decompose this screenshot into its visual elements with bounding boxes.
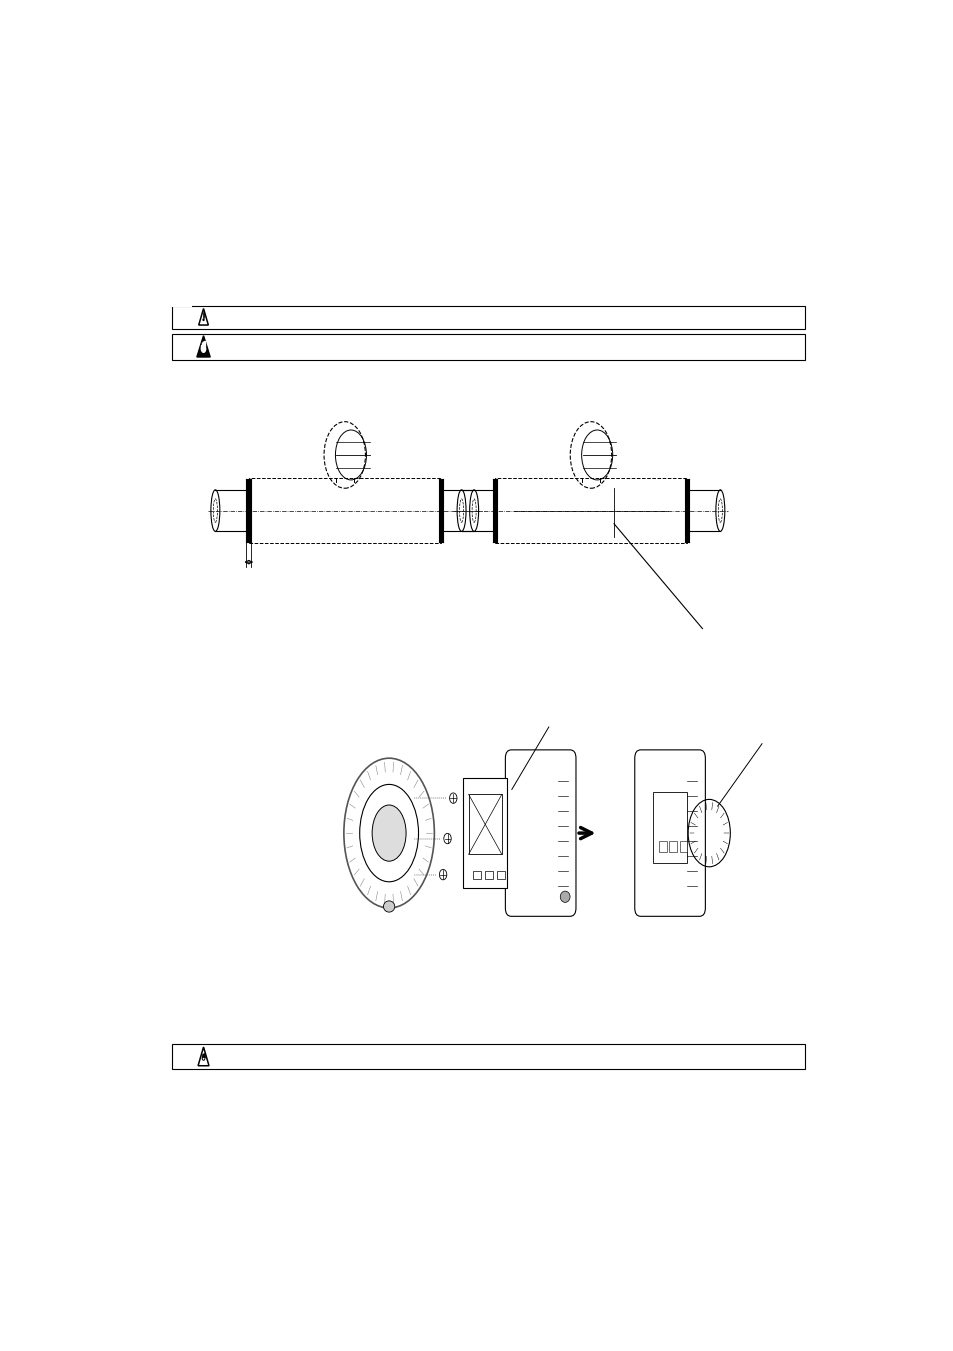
- Bar: [684, 480, 689, 542]
- Bar: [669, 842, 677, 852]
- Bar: [652, 792, 686, 863]
- Bar: [495, 478, 686, 543]
- Bar: [203, 340, 204, 346]
- Ellipse shape: [559, 892, 570, 902]
- Bar: [462, 778, 507, 888]
- Bar: [201, 342, 202, 346]
- Bar: [249, 478, 440, 543]
- Bar: [484, 871, 493, 880]
- Circle shape: [443, 834, 451, 844]
- Bar: [202, 340, 203, 346]
- Bar: [204, 340, 205, 346]
- Bar: [246, 480, 251, 542]
- Bar: [172, 1044, 804, 1069]
- Bar: [497, 871, 504, 880]
- FancyBboxPatch shape: [634, 750, 704, 916]
- Bar: [492, 480, 497, 542]
- Bar: [473, 871, 480, 880]
- Bar: [172, 305, 804, 328]
- Bar: [468, 794, 501, 854]
- Bar: [438, 480, 442, 542]
- FancyBboxPatch shape: [505, 750, 576, 916]
- Ellipse shape: [383, 901, 395, 912]
- Polygon shape: [196, 335, 210, 357]
- Bar: [659, 842, 666, 852]
- Ellipse shape: [201, 346, 206, 353]
- Circle shape: [439, 870, 446, 880]
- Circle shape: [449, 793, 456, 804]
- Bar: [172, 334, 804, 359]
- Bar: [200, 345, 202, 349]
- Ellipse shape: [372, 805, 406, 861]
- Bar: [679, 842, 686, 852]
